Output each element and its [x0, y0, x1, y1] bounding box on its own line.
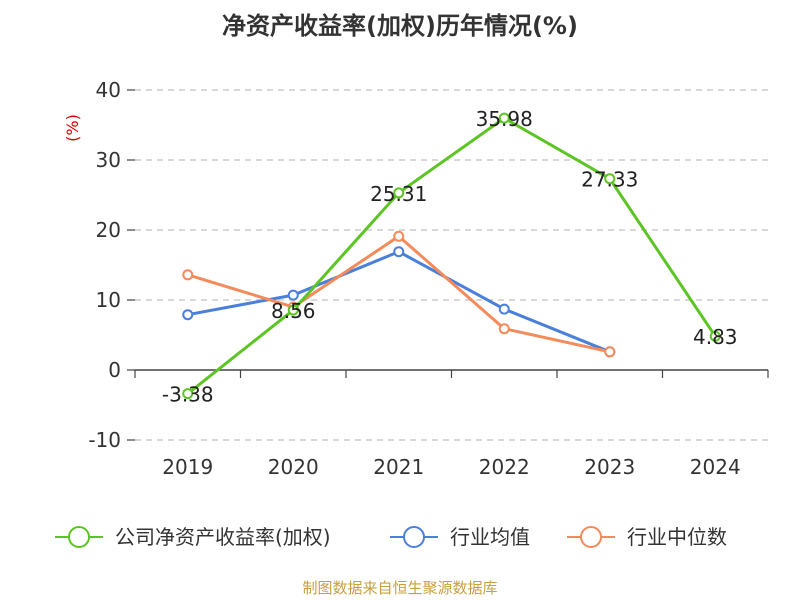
legend: 公司净资产收益率(加权) 行业均值 行业中位数	[55, 525, 727, 549]
y-tick-label: 10	[96, 288, 121, 312]
gridlines	[135, 89, 768, 441]
y-tick-label: 0	[108, 358, 121, 382]
data-label: 35.98	[476, 107, 533, 131]
y-tick-label: 20	[96, 218, 121, 242]
legend-marker	[580, 526, 602, 548]
data-label: 27.33	[581, 168, 638, 192]
legend-marker	[403, 526, 425, 548]
data-label: 8.56	[271, 299, 316, 323]
legend-marker	[68, 526, 90, 548]
data-point	[498, 323, 510, 335]
x-tick-label: 2021	[373, 455, 424, 479]
data-point	[287, 304, 299, 316]
data-point	[182, 309, 194, 321]
legend-label: 公司净资产收益率(加权)	[115, 525, 331, 549]
y-axis-unit: (%)	[63, 114, 82, 142]
y-tick-label: -10	[88, 428, 121, 452]
data-point	[498, 112, 510, 124]
data-point	[498, 303, 510, 315]
data-point	[709, 330, 721, 342]
axes: -10 0 10 20 30 40 2019 2020 2021 2022 2023 2024	[88, 78, 769, 479]
data-point	[604, 346, 616, 358]
source-note: 制图数据来自恒生聚源数据库	[302, 579, 497, 597]
data-label: 4.83	[693, 325, 738, 349]
x-tick-label: 2019	[162, 455, 213, 479]
legend-label: 行业均值	[450, 525, 530, 549]
data-point	[287, 289, 299, 301]
data-point	[393, 230, 405, 242]
data-point	[604, 173, 616, 185]
data-label: 25.31	[370, 182, 427, 206]
x-tick-label: 2024	[690, 455, 741, 479]
x-tick-label: 2022	[479, 455, 530, 479]
data-labels: -3.38 8.56 25.31 35.98 27.33 4.83	[162, 107, 738, 407]
y-tick-label: 30	[96, 148, 121, 172]
x-tick-label: 2023	[584, 455, 635, 479]
data-label: -3.38	[162, 383, 214, 407]
series-line-0	[186, 116, 717, 395]
chart-title: 净资产收益率(加权)历年情况(%)	[222, 12, 578, 40]
legend-label: 行业中位数	[627, 525, 727, 549]
y-tick-label: 40	[96, 78, 121, 102]
data-point	[182, 269, 194, 281]
series-group	[182, 112, 721, 400]
data-point	[393, 187, 405, 199]
data-point	[182, 388, 194, 400]
x-tick-label: 2020	[268, 455, 319, 479]
data-point	[393, 246, 405, 258]
